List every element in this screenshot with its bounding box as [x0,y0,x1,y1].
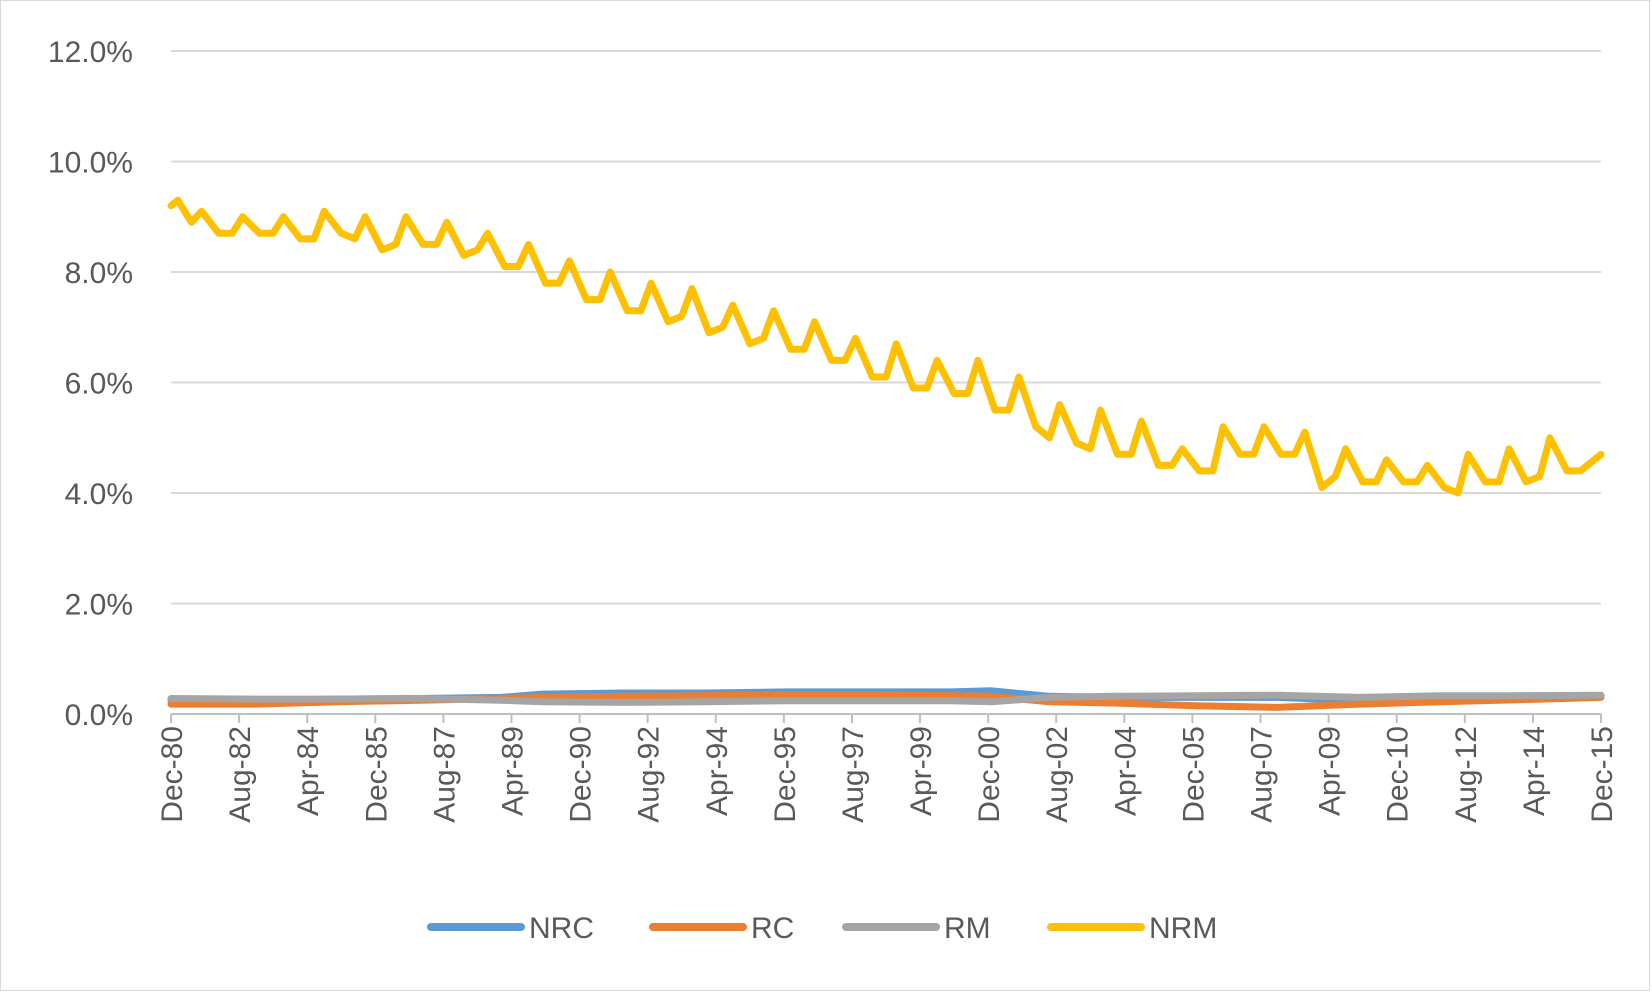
y-tick-label: 8.0% [65,257,133,290]
y-tick-label: 4.0% [65,478,133,511]
x-tick-label: Dec-05 [1177,726,1210,823]
x-tick-label: Dec-85 [360,726,393,823]
x-tick-label: Apr-89 [496,726,529,816]
series-lines [167,196,1605,711]
x-tick-label: Dec-90 [565,726,598,823]
x-tick-label: Aug-02 [1041,726,1074,823]
x-tick-label: Dec-10 [1382,726,1415,823]
x-tick-label: Apr-99 [905,726,938,816]
gridlines [171,50,1601,605]
x-tick-label: Aug-87 [428,726,461,823]
y-axis-tick-labels: 0.0% 2.0% 4.0% 6.0% 8.0% 10.0% 12.0% [48,36,133,732]
legend-label-nrm: NRM [1149,912,1217,945]
x-tick-label: Aug-12 [1450,726,1483,823]
x-tick-label: Apr-94 [701,726,734,816]
y-tick-label: 0.0% [65,699,133,732]
legend-label-rm: RM [944,912,991,945]
y-tick-label: 10.0% [48,147,133,180]
legend: NRC RC RM NRM [427,912,1217,945]
x-tick-label: Dec-00 [973,726,1006,823]
series-line-nrm [167,196,1605,497]
y-tick-label: 2.0% [65,589,133,622]
legend-label-nrc: NRC [529,912,594,945]
x-axis: Dec-80 Aug-82 Apr-84 Dec-85 Aug-87 Apr-89 Dec-… [156,713,1619,823]
x-tick-label: Apr-14 [1518,726,1551,816]
x-tick-label: Apr-09 [1314,726,1347,816]
x-tick-label: Dec-95 [769,726,802,823]
x-tick-label: Dec-80 [156,726,189,823]
legend-label-rc: RC [751,912,794,945]
y-tick-label: 12.0% [48,36,133,69]
series-line-rm [167,691,1605,706]
x-tick-label: Apr-04 [1109,726,1142,816]
y-tick-label: 6.0% [65,368,133,401]
x-tick-label: Dec-15 [1586,726,1619,823]
x-tick-label: Aug-82 [224,726,257,823]
x-tick-label: Apr-84 [292,726,325,816]
x-tick-label: Aug-07 [1246,726,1279,823]
x-tick-label: Aug-97 [837,726,870,823]
x-tick-label: Aug-92 [633,726,666,823]
